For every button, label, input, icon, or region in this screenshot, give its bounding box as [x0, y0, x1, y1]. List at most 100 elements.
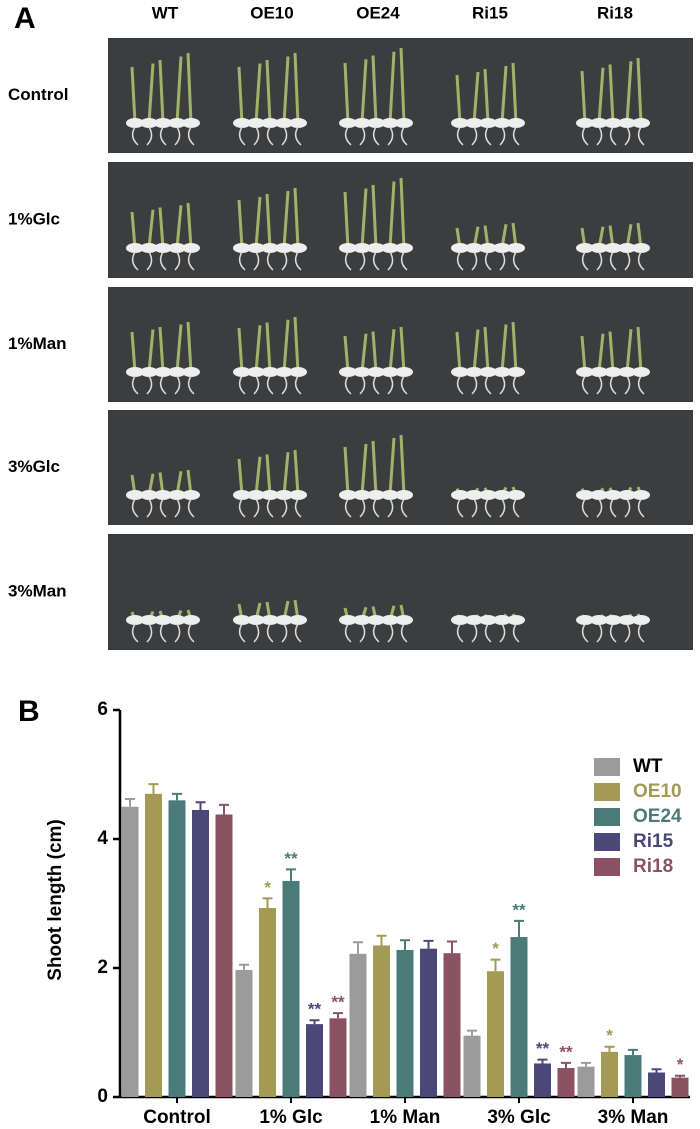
- seed: [233, 367, 251, 377]
- significance-label: *: [677, 1055, 684, 1074]
- bar: [349, 953, 367, 1097]
- seed: [493, 615, 511, 625]
- root: [174, 498, 181, 518]
- root: [609, 498, 617, 518]
- root: [596, 623, 603, 643]
- shoot: [455, 74, 462, 124]
- bar: [534, 1063, 551, 1097]
- seed: [381, 243, 399, 253]
- root: [281, 126, 288, 146]
- root: [146, 375, 153, 395]
- row-label: 3%Man: [8, 581, 67, 600]
- shoot: [237, 66, 244, 124]
- seed: [275, 490, 293, 500]
- root: [484, 498, 492, 518]
- legend-swatch: [594, 758, 620, 776]
- column-label: WT: [152, 3, 179, 22]
- root: [344, 375, 352, 395]
- shoot: [158, 207, 165, 249]
- shoot: [282, 190, 290, 249]
- root: [499, 126, 506, 146]
- root: [253, 251, 260, 271]
- bar: [463, 1035, 481, 1097]
- root: [131, 623, 139, 643]
- root: [266, 375, 274, 395]
- y-tick-label: 2: [97, 957, 108, 978]
- shoot: [371, 331, 378, 373]
- root: [624, 126, 631, 146]
- root: [159, 375, 167, 395]
- significance-label: **: [331, 993, 345, 1012]
- root: [609, 126, 617, 146]
- shoot: [343, 191, 350, 249]
- bar: [145, 793, 162, 1097]
- root: [146, 251, 153, 271]
- root: [624, 623, 631, 643]
- bar: [557, 1067, 575, 1097]
- root: [159, 498, 167, 518]
- seed: [154, 367, 172, 377]
- bar: [396, 949, 414, 1097]
- significance-label: *: [606, 1026, 613, 1045]
- seed: [590, 367, 608, 377]
- shoot: [343, 446, 350, 496]
- seed: [451, 490, 469, 500]
- seed: [604, 367, 622, 377]
- seed: [261, 615, 279, 625]
- shoot: [399, 434, 406, 496]
- seed: [247, 615, 265, 625]
- seed: [339, 243, 357, 253]
- seed: [289, 118, 307, 128]
- significance-label: **: [536, 1039, 550, 1058]
- row-label: 3%Glc: [8, 457, 60, 476]
- root: [187, 251, 195, 271]
- seed: [339, 490, 357, 500]
- root: [637, 251, 645, 271]
- seed: [590, 615, 608, 625]
- root: [266, 498, 274, 518]
- root: [174, 623, 181, 643]
- column-label: OE10: [250, 3, 293, 22]
- seed: [182, 118, 200, 128]
- bar: [329, 1018, 347, 1097]
- panel-label: B: [18, 695, 40, 728]
- seed: [247, 367, 265, 377]
- root: [359, 498, 366, 518]
- shoot: [293, 316, 300, 373]
- seed: [247, 118, 265, 128]
- shoot: [371, 440, 378, 496]
- root: [281, 498, 288, 518]
- seed: [618, 243, 636, 253]
- root: [387, 375, 394, 395]
- bar: [577, 1066, 595, 1097]
- root: [624, 375, 631, 395]
- shoot: [511, 62, 518, 124]
- error-bar: [376, 934, 387, 946]
- root: [637, 126, 645, 146]
- error-bar: [239, 963, 249, 970]
- root: [471, 498, 478, 518]
- error-bar: [447, 940, 457, 954]
- shoot: [483, 326, 490, 373]
- seed: [168, 243, 186, 253]
- seed: [154, 615, 172, 625]
- seed: [590, 118, 608, 128]
- seed: [367, 615, 385, 625]
- error-bar: [262, 897, 273, 909]
- root: [512, 251, 520, 271]
- x-tick-label: 3% Glc: [487, 1107, 551, 1128]
- root: [456, 126, 464, 146]
- error-bar: [581, 1061, 591, 1067]
- root: [596, 126, 603, 146]
- shoot: [282, 452, 290, 496]
- root: [281, 623, 288, 643]
- root: [238, 375, 246, 395]
- shoot: [147, 209, 155, 249]
- root: [344, 498, 352, 518]
- root: [187, 623, 195, 643]
- root: [512, 375, 520, 395]
- photo: [108, 410, 693, 525]
- shoot: [254, 196, 262, 249]
- shoot: [360, 443, 368, 496]
